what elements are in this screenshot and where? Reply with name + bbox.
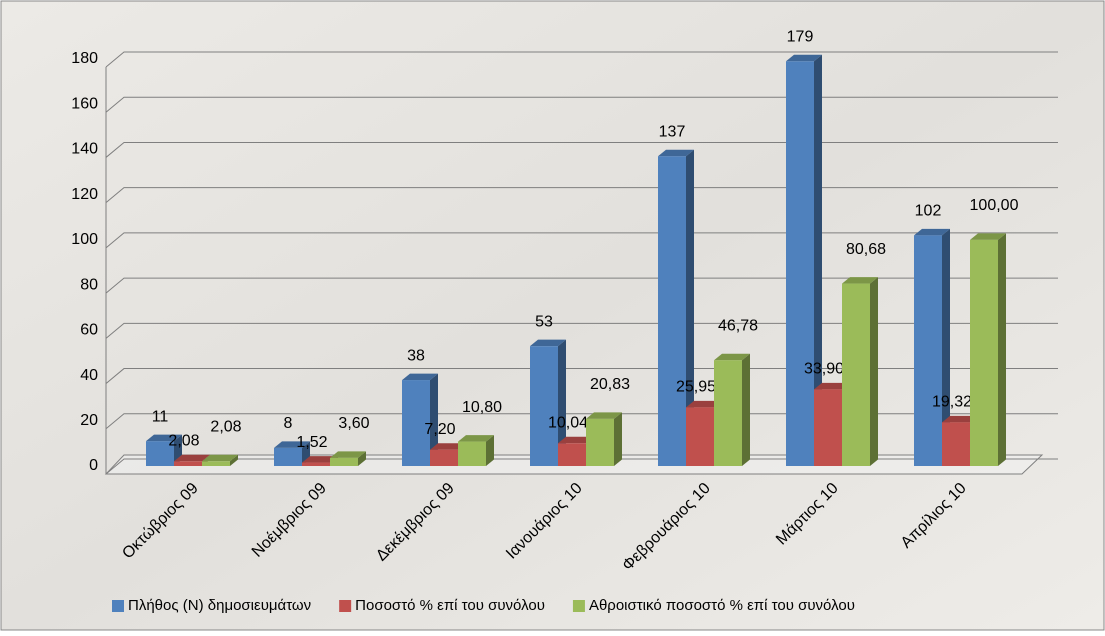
bar-side (230, 454, 238, 466)
bar (430, 449, 458, 466)
bar (330, 457, 358, 466)
data-label: 46,78 (718, 317, 758, 334)
data-label: 1,52 (296, 434, 327, 451)
data-label: 33,90 (804, 361, 844, 378)
data-label: 53 (535, 313, 553, 330)
data-label: 100,00 (970, 197, 1019, 214)
y-tick-label: 120 (71, 186, 98, 203)
bar (914, 235, 942, 466)
bar-top (330, 451, 366, 458)
bar (202, 461, 230, 466)
grid-line (105, 187, 1058, 204)
bar-side (942, 228, 950, 466)
bar-top (302, 456, 338, 463)
bar-side (686, 149, 694, 466)
data-label: 38 (407, 347, 425, 364)
bar-top (658, 149, 694, 157)
data-label: 11 (152, 408, 169, 425)
bar-top (714, 353, 750, 361)
bar-side (870, 277, 878, 466)
bar-top (402, 373, 438, 381)
data-label: 7,20 (424, 421, 455, 438)
legend-label: Αθροιστικό ποσοστό % επί του συνόλου (589, 597, 855, 614)
y-tick-label: 160 (71, 95, 98, 112)
bar-top (202, 454, 238, 462)
legend-swatch (572, 600, 585, 612)
bar (714, 360, 742, 466)
y-tick-label: 180 (71, 50, 98, 67)
bar-top (146, 434, 182, 442)
bar (658, 156, 686, 466)
bar-side (814, 54, 822, 467)
bar (302, 462, 330, 466)
y-tick-label: 20 (80, 412, 98, 429)
bar-top (686, 400, 722, 408)
bar (174, 461, 202, 466)
data-label: 179 (787, 28, 814, 45)
grid-line (105, 322, 1058, 339)
data-label: 3,60 (338, 415, 369, 432)
legend-label: Πλήθος (Ν) δημοσιευμάτων (128, 597, 311, 614)
y-tick-label: 80 (80, 276, 98, 293)
bar (402, 380, 430, 466)
data-label: 25,95 (676, 379, 716, 396)
bar-side (558, 339, 566, 466)
bar-top (786, 54, 822, 62)
bar-top (914, 228, 950, 236)
grid-line (105, 141, 1058, 158)
data-label: 20,83 (590, 376, 630, 393)
data-label: 2,08 (168, 433, 199, 450)
bar-top (174, 454, 210, 462)
bar-side (358, 451, 366, 466)
bar-side (486, 435, 494, 466)
bar-top (586, 412, 622, 419)
grid-line (105, 96, 1058, 113)
bar-top (942, 415, 978, 423)
grid-line (105, 51, 1058, 68)
data-label: 137 (659, 123, 686, 140)
bar-top (530, 339, 566, 347)
legend-swatch (112, 600, 124, 612)
data-label: 10,04 (548, 415, 588, 432)
grid-line (105, 232, 1058, 249)
bar (970, 239, 998, 466)
data-label: 102 (915, 203, 942, 220)
bar-side (742, 353, 750, 466)
bar (686, 407, 714, 466)
bar-top (814, 382, 850, 390)
bar-top (842, 277, 878, 284)
bar (814, 389, 842, 466)
bar-top (970, 233, 1006, 240)
data-label: 2,08 (210, 419, 241, 436)
bar (942, 422, 970, 466)
bar-top (558, 436, 594, 444)
data-label: 19,32 (932, 394, 972, 411)
bar-top (458, 435, 494, 442)
legend-label: Ποσοστό % επί του συνόλου (355, 597, 545, 614)
bar (558, 443, 586, 466)
y-tick-label: 40 (80, 367, 98, 384)
bar (146, 441, 174, 466)
y-tick-label: 100 (71, 231, 98, 248)
grid-line (105, 277, 1058, 294)
y-tick-label: 60 (80, 322, 98, 339)
bar (458, 441, 486, 466)
data-label: 10,80 (462, 399, 502, 416)
legend-swatch (339, 600, 352, 612)
bar-top (430, 443, 466, 450)
bar (586, 418, 614, 466)
data-label: 8 (284, 415, 293, 432)
bar-side (430, 373, 438, 466)
bar (842, 283, 870, 466)
bar (530, 346, 558, 466)
y-tick-label: 140 (71, 141, 98, 158)
y-tick-label: 0 (89, 457, 98, 474)
bar-top (274, 441, 310, 448)
bar (274, 447, 302, 466)
bar-side (614, 412, 622, 466)
data-label: 80,68 (846, 241, 886, 258)
bar-side (998, 233, 1006, 466)
bar (786, 61, 814, 467)
